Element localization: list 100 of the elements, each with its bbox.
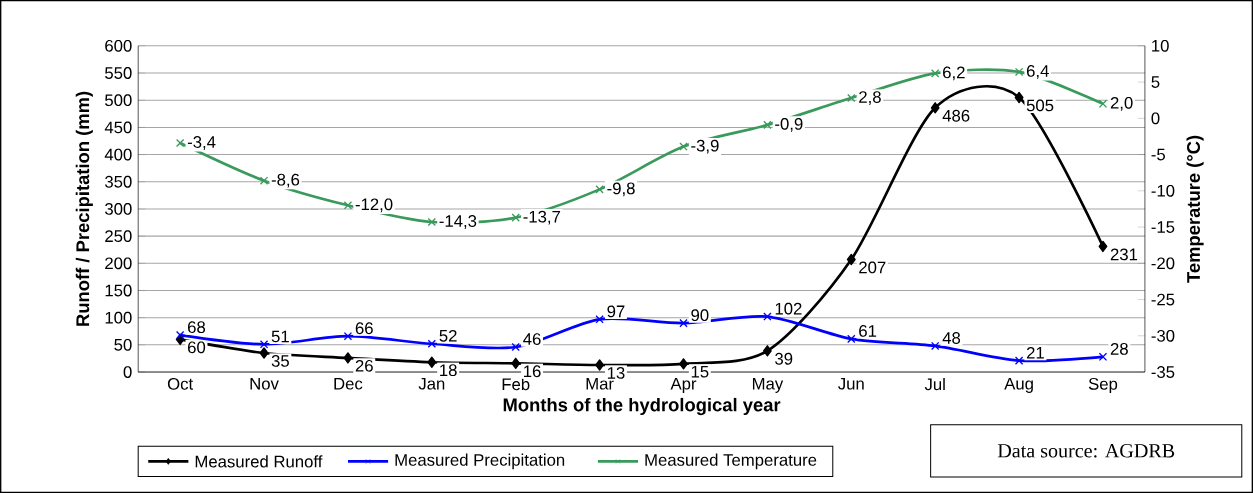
point xyxy=(343,352,353,364)
point xyxy=(930,69,940,78)
point xyxy=(1014,356,1024,365)
data-label: 66 xyxy=(355,322,373,335)
y-tick-label: 150 xyxy=(105,284,132,297)
x-tick-label: May xyxy=(752,377,784,393)
data-label: 16 xyxy=(524,365,541,378)
point xyxy=(762,345,772,357)
point xyxy=(847,334,856,344)
y-tick-label: 50 xyxy=(114,338,132,351)
data-label: -8,6 xyxy=(271,173,300,188)
data-label: -12,0 xyxy=(355,198,393,213)
data-label: 15 xyxy=(691,365,709,378)
x-tick-label: Nov xyxy=(250,377,279,390)
data-label: 13 xyxy=(607,366,625,379)
data-label: 90 xyxy=(691,309,709,322)
data-label: 102 xyxy=(775,302,802,315)
data-label: 39 xyxy=(775,352,793,365)
data-label: 6,4 xyxy=(1026,64,1049,79)
point xyxy=(343,331,353,341)
point xyxy=(1014,91,1024,104)
point xyxy=(259,340,269,349)
point xyxy=(427,339,437,348)
point xyxy=(930,102,940,114)
point xyxy=(259,347,269,359)
data-label: 2,8 xyxy=(859,91,881,105)
y-tick-label: 100 xyxy=(105,311,132,324)
y-axis-title: Runoff / Precipitation (mm) xyxy=(75,91,93,326)
y-tick-label: 500 xyxy=(105,94,132,107)
data-label: 97 xyxy=(607,305,625,318)
point xyxy=(595,185,604,194)
point xyxy=(175,330,185,340)
data-label: 486 xyxy=(942,109,970,122)
y2-tick-label: 0 xyxy=(1151,112,1160,125)
point xyxy=(1098,240,1108,253)
y-tick-label: 0 xyxy=(123,366,132,378)
point xyxy=(1014,67,1024,77)
y-tick-label: 300 xyxy=(105,202,132,215)
data-label: 21 xyxy=(1026,346,1044,359)
point xyxy=(1098,352,1108,361)
data-label: 60 xyxy=(188,341,206,354)
data-label: 46 xyxy=(523,333,541,345)
point xyxy=(679,358,688,370)
x-tick-label: Jun xyxy=(838,377,864,390)
y2-tick-label: -25 xyxy=(1151,293,1175,306)
data-label: 231 xyxy=(1110,248,1138,261)
point xyxy=(679,142,688,151)
data-label: 207 xyxy=(859,261,886,274)
point xyxy=(175,138,185,148)
data-label: 6,2 xyxy=(943,66,965,81)
y-tick-label: 600 xyxy=(105,39,132,52)
point xyxy=(679,318,688,328)
data-label: 2,0 xyxy=(1110,96,1133,111)
y2-tick-label: -30 xyxy=(1151,329,1175,342)
data-label: 35 xyxy=(271,354,289,367)
x-tick-label: Sep xyxy=(1088,377,1118,394)
point xyxy=(930,341,940,351)
y2-tick-label: 10 xyxy=(1152,39,1169,52)
data-label: 28 xyxy=(1110,342,1128,355)
data-label: 48 xyxy=(942,332,961,344)
data-label: 68 xyxy=(188,321,206,333)
point xyxy=(763,120,772,129)
data-label: 51 xyxy=(271,330,289,343)
x-tick-label: Oct xyxy=(167,377,194,390)
y2-tick-label: -10 xyxy=(1151,184,1175,197)
point xyxy=(343,201,353,210)
legend-label: Measured Temperature xyxy=(645,453,817,470)
y-tick-label: 350 xyxy=(105,175,132,188)
x-tick-label: Jan xyxy=(418,377,445,390)
source-note: Data source: AGDRB xyxy=(997,443,1175,458)
data-label: -13,7 xyxy=(523,210,561,225)
point xyxy=(846,253,856,266)
data-label: 52 xyxy=(439,329,457,342)
x-axis-title: Months of the hydrological year xyxy=(503,397,781,416)
y-tick-label: 550 xyxy=(105,67,132,79)
data-label: -0,9 xyxy=(775,117,803,132)
y-tick-label: 200 xyxy=(105,257,132,270)
point xyxy=(595,315,604,324)
y2-tick-label: -35 xyxy=(1151,366,1175,378)
y-tick-label: 250 xyxy=(105,230,132,242)
point xyxy=(427,217,437,227)
x-tick-label: Mar xyxy=(586,377,614,390)
data-label: -3,4 xyxy=(187,135,216,150)
point xyxy=(511,213,520,222)
point xyxy=(511,342,520,352)
point xyxy=(427,356,437,368)
data-label: 18 xyxy=(440,364,457,377)
data-label: 26 xyxy=(355,359,373,372)
x-tick-label: Jul xyxy=(924,377,945,391)
legend-label: Measured Runoff xyxy=(195,455,323,468)
x-tick-label: Feb xyxy=(502,377,530,391)
point xyxy=(1098,99,1108,108)
data-label: 61 xyxy=(859,324,877,337)
y-tick-label: 450 xyxy=(104,121,132,134)
point xyxy=(847,93,856,103)
data-label: -9,8 xyxy=(607,182,635,197)
y2-axis-title: Temperature (°C) xyxy=(1186,135,1204,283)
y-tick-label: 400 xyxy=(104,148,132,161)
y2-tick-label: -15 xyxy=(1151,221,1175,233)
y2-tick-label: -5 xyxy=(1151,148,1166,161)
